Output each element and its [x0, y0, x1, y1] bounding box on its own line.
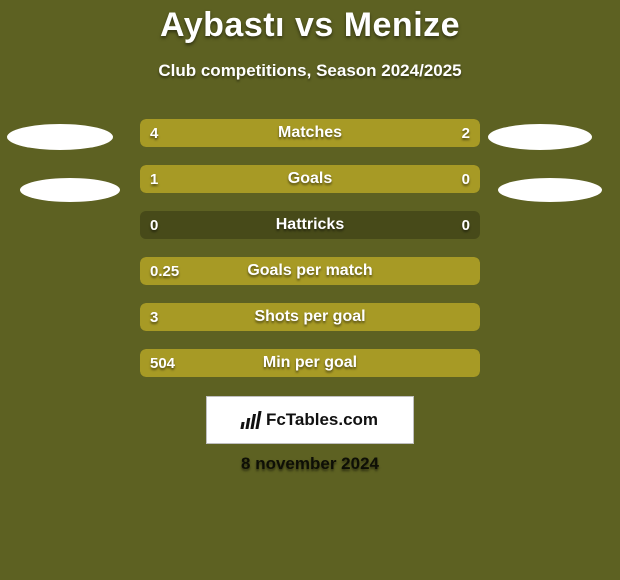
- stat-row: Min per goal504: [0, 340, 620, 386]
- brand-name: FcTables.com: [266, 410, 378, 430]
- stat-value-left: 0: [140, 211, 168, 239]
- bar-left: [140, 119, 367, 147]
- page-title: Aybastı vs Menize: [0, 0, 620, 45]
- team-logo-placeholder: [20, 178, 120, 202]
- bar-left: [140, 165, 405, 193]
- stat-row: Hattricks0 0: [0, 202, 620, 248]
- fctables-logo-icon: [240, 411, 261, 429]
- chart-area: Matches42 Goals10 Hattricks0 0 Goals per mat…: [0, 110, 620, 386]
- bar-track: Shots per goal3: [140, 303, 480, 331]
- page-subtitle: Club competitions, Season 2024/2025: [0, 61, 620, 81]
- bar-left: [140, 303, 480, 331]
- stat-label: Hattricks: [140, 211, 480, 239]
- bar-right: [405, 165, 480, 193]
- bar-track: Hattricks0 0: [140, 211, 480, 239]
- bar-track: Goals10: [140, 165, 480, 193]
- team-logo-placeholder: [498, 178, 602, 202]
- stat-row: Goals per match0.25: [0, 248, 620, 294]
- bar-track: Goals per match0.25: [140, 257, 480, 285]
- team-logo-placeholder: [488, 124, 592, 150]
- bar-left: [140, 257, 480, 285]
- brand-footer[interactable]: FcTables.com: [206, 396, 414, 444]
- bar-right: [367, 119, 480, 147]
- comparison-card: Aybastı vs Menize Club competitions, Sea…: [0, 0, 620, 580]
- bar-track: Matches42: [140, 119, 480, 147]
- stat-row: Shots per goal3: [0, 294, 620, 340]
- stat-value-right: 0: [452, 211, 480, 239]
- bar-left: [140, 349, 480, 377]
- team-logo-placeholder: [7, 124, 113, 150]
- bar-track: Min per goal504: [140, 349, 480, 377]
- date-line: 8 november 2024: [0, 454, 620, 474]
